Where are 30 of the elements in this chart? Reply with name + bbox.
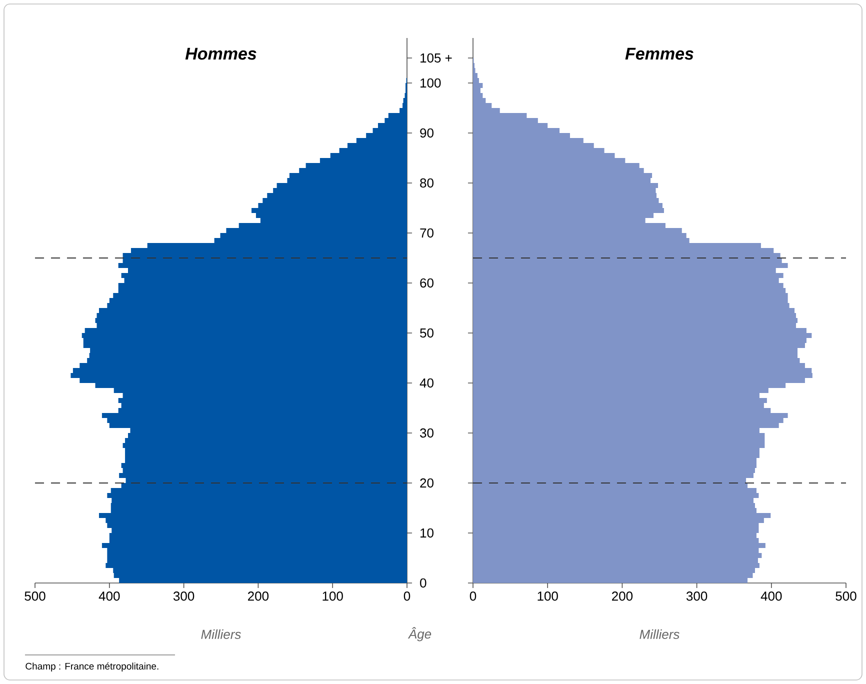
x-tick-label: 300 xyxy=(173,592,194,601)
y-tick-label: 50 xyxy=(420,328,434,338)
y-tick-label: 20 xyxy=(420,478,434,488)
y-tick-label: 105 + xyxy=(420,53,452,63)
x-tick-label: 0 xyxy=(470,592,476,601)
y-tick-label: 40 xyxy=(420,378,434,388)
y-axis-title: Âge xyxy=(408,627,432,642)
x-tick-label: 500 xyxy=(836,592,856,601)
y-tick-label: 30 xyxy=(420,428,434,438)
y-tick-label: 90 xyxy=(420,128,434,138)
x-axis-title: Milliers xyxy=(640,629,680,639)
x-tick-label: 100 xyxy=(538,592,558,601)
y-tick-label: 80 xyxy=(420,178,434,188)
x-tick-label: 300 xyxy=(686,592,708,601)
x-tick-label: 0 xyxy=(404,592,410,601)
y-tick-label: 0 xyxy=(420,578,426,588)
x-axis-title: Milliers xyxy=(201,629,241,639)
x-tick-label: 400 xyxy=(760,592,782,601)
y-tick-label: 100 xyxy=(420,78,441,88)
y-tick-label: 60 xyxy=(420,278,434,288)
x-tick-label: 200 xyxy=(612,592,633,601)
text: Champ : France métropolitaine. xyxy=(26,662,158,672)
y-tick-label: 10 xyxy=(420,528,434,538)
chart-title: Hommes xyxy=(185,48,256,60)
x-tick-label: 500 xyxy=(24,592,46,601)
x-tick-label: 400 xyxy=(98,592,120,601)
chart-title: Femmes xyxy=(625,48,694,60)
x-tick-label: 100 xyxy=(322,592,343,601)
x-tick-label: 200 xyxy=(248,592,269,601)
y-tick-label: 70 xyxy=(420,228,434,238)
